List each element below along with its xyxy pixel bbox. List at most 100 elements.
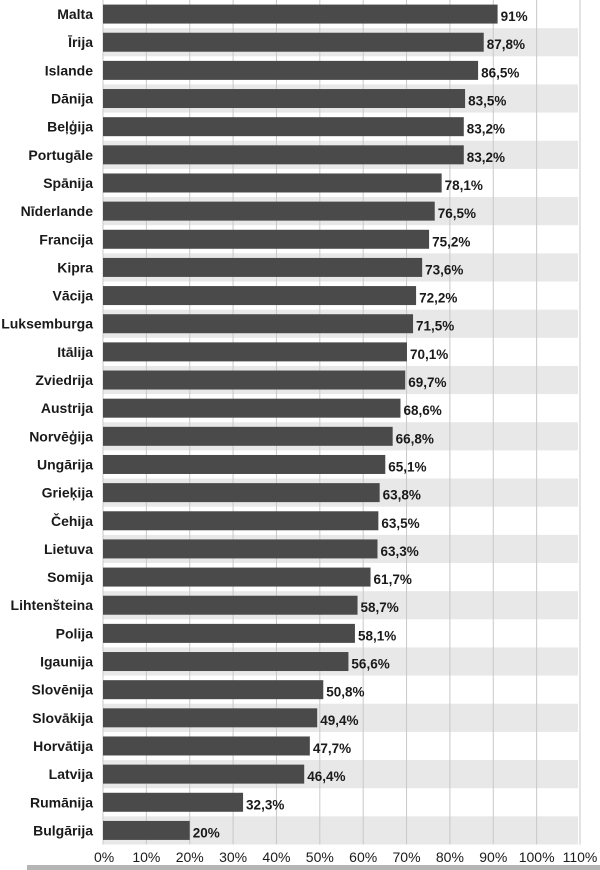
bar [103, 539, 378, 559]
bar [103, 4, 498, 24]
x-tick-label: 100% [519, 849, 555, 865]
value-label: 50,8% [326, 685, 364, 700]
category-label: Luksemburga [1, 316, 93, 332]
category-label: Polija [56, 625, 94, 641]
category-label: Islande [45, 62, 93, 78]
x-tick-label: 70% [393, 849, 421, 865]
value-label: 58,7% [361, 600, 399, 615]
bar [103, 454, 386, 474]
value-label: 78,1% [445, 178, 483, 193]
category-label: Portugāle [28, 147, 93, 163]
value-label: 91% [501, 9, 528, 24]
bar [103, 764, 305, 784]
category-label: Vācija [53, 288, 94, 304]
category-label: Lietuva [44, 541, 93, 557]
bars [103, 4, 498, 840]
bar [103, 426, 393, 446]
x-tick-label: 30% [219, 849, 247, 865]
gridlines [102, 0, 581, 845]
bar [103, 201, 435, 221]
bottom-rule [27, 865, 600, 870]
value-label: 75,2% [432, 234, 470, 249]
value-label: 32,3% [246, 797, 284, 812]
category-label: Francija [39, 231, 93, 247]
category-label: Itālija [57, 344, 93, 360]
value-label: 61,7% [374, 572, 412, 587]
category-label: Lihtenšteina [11, 597, 94, 613]
bar [103, 314, 414, 334]
category-label: Austrija [41, 400, 93, 416]
bar [103, 286, 417, 306]
category-label: Bulgārija [33, 822, 93, 838]
category-label: Igaunija [40, 654, 93, 670]
bar [103, 145, 464, 165]
value-label: 76,5% [438, 206, 476, 221]
value-label: 73,6% [425, 262, 463, 277]
category-label: Nīderlande [21, 203, 94, 219]
bar [103, 652, 349, 672]
bar [103, 708, 318, 728]
category-label: Dānija [51, 91, 93, 107]
bar [103, 567, 371, 587]
value-label: 63,3% [380, 544, 418, 559]
category-label: Rumānija [30, 794, 93, 810]
bar [103, 820, 190, 840]
x-tick-label: 50% [306, 849, 334, 865]
x-tick-label: 90% [479, 849, 507, 865]
x-axis-tick-labels: 0% 10% 20% 30% 40% 50% 60% 70% 80% 90% 100% 110% [94, 849, 597, 865]
category-label: Somija [47, 569, 93, 585]
x-tick-label: 40% [262, 849, 290, 865]
value-label: 71,5% [416, 319, 454, 334]
value-label: 70,1% [410, 347, 448, 362]
category-label: Zviedrija [35, 372, 93, 388]
value-label: 83,2% [467, 150, 505, 165]
value-label: 63,5% [381, 516, 419, 531]
value-label: 65,1% [388, 459, 426, 474]
bar [103, 595, 358, 615]
bar [103, 173, 442, 193]
x-tick-label: 10% [132, 849, 160, 865]
bar [103, 117, 464, 137]
bar [103, 792, 244, 812]
bar [103, 229, 430, 249]
category-label: Slovēnija [32, 682, 94, 698]
value-label: 66,8% [396, 431, 434, 446]
x-tick-label: 20% [176, 849, 204, 865]
category-label: Horvātija [33, 738, 93, 754]
category-label: Grieķija [42, 485, 94, 501]
category-label: Latvija [49, 766, 94, 782]
value-label: 58,1% [358, 628, 396, 643]
category-labels: Malta Īrija Islande Dānija Beļģija Portugāle S… [1, 6, 93, 838]
category-label: Īrija [67, 34, 93, 50]
x-tick-label: 110% [563, 849, 598, 865]
category-label: Kipra [57, 259, 93, 275]
bar [103, 398, 401, 418]
category-label: Slovākija [32, 710, 93, 726]
category-label: Malta [57, 6, 93, 22]
value-label: 69,7% [408, 375, 446, 390]
bar [103, 483, 380, 503]
category-label: Ungārija [37, 456, 93, 472]
bar [103, 370, 406, 390]
value-label: 83,2% [467, 122, 505, 137]
category-label: Beļģija [47, 119, 93, 135]
bar [103, 342, 407, 362]
x-tick-label: 0% [94, 849, 114, 865]
value-label: 63,8% [383, 488, 421, 503]
value-label: 56,6% [351, 657, 389, 672]
bar [103, 32, 484, 52]
value-label: 46,4% [307, 769, 345, 784]
bar [103, 511, 379, 531]
category-label: Spānija [43, 175, 93, 191]
bar [103, 89, 466, 109]
value-label: 68,6% [403, 403, 441, 418]
value-label: 47,7% [313, 741, 351, 756]
x-tick-label: 60% [349, 849, 377, 865]
value-label: 83,5% [468, 94, 506, 109]
category-label: Norvēģija [29, 428, 93, 444]
value-label: 49,4% [320, 713, 358, 728]
bar [103, 60, 479, 80]
bar [103, 257, 423, 277]
bar [103, 680, 324, 700]
